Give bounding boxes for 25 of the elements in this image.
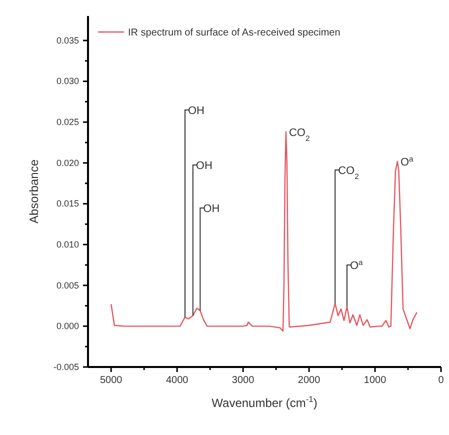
- annotation: O$^{a}$: [400, 154, 414, 168]
- x-tick-label: 3000: [232, 375, 255, 386]
- x-axis-title: Wavenumber (cm$^{-1}$): [212, 394, 318, 410]
- annotation: O$^{a}$: [350, 258, 364, 272]
- y-tick-label: -0.005: [53, 362, 79, 372]
- x-tick-label: 2000: [298, 375, 321, 386]
- x-tick-label: 1000: [364, 375, 387, 386]
- y-tick-label: 0.015: [56, 198, 79, 209]
- annotation: OH: [196, 160, 212, 172]
- x-tick-label: 4000: [166, 375, 189, 386]
- y-tick-label: 0.025: [56, 116, 79, 127]
- annotation: OH: [188, 105, 205, 117]
- y-tick-label: 0.010: [56, 239, 79, 250]
- y-tick-label: 0.000: [56, 321, 79, 332]
- y-tick-label: 0.030: [56, 76, 79, 86]
- y-tick-label: 0.005: [56, 280, 79, 290]
- x-tick-label: 0: [438, 375, 444, 386]
- y-tick-label: 0.020: [56, 158, 79, 168]
- annotation: CO$_{2}$: [338, 165, 359, 180]
- annotation: CO$_{2}$: [288, 126, 310, 142]
- annotation: OH: [203, 203, 220, 215]
- y-axis-title: Absorbance: [27, 159, 41, 224]
- y-tick-label: 0.035: [56, 35, 79, 46]
- x-tick-label: 5000: [100, 375, 123, 386]
- legend-label: IR spectrum of surface of As-received specimen: [128, 28, 340, 38]
